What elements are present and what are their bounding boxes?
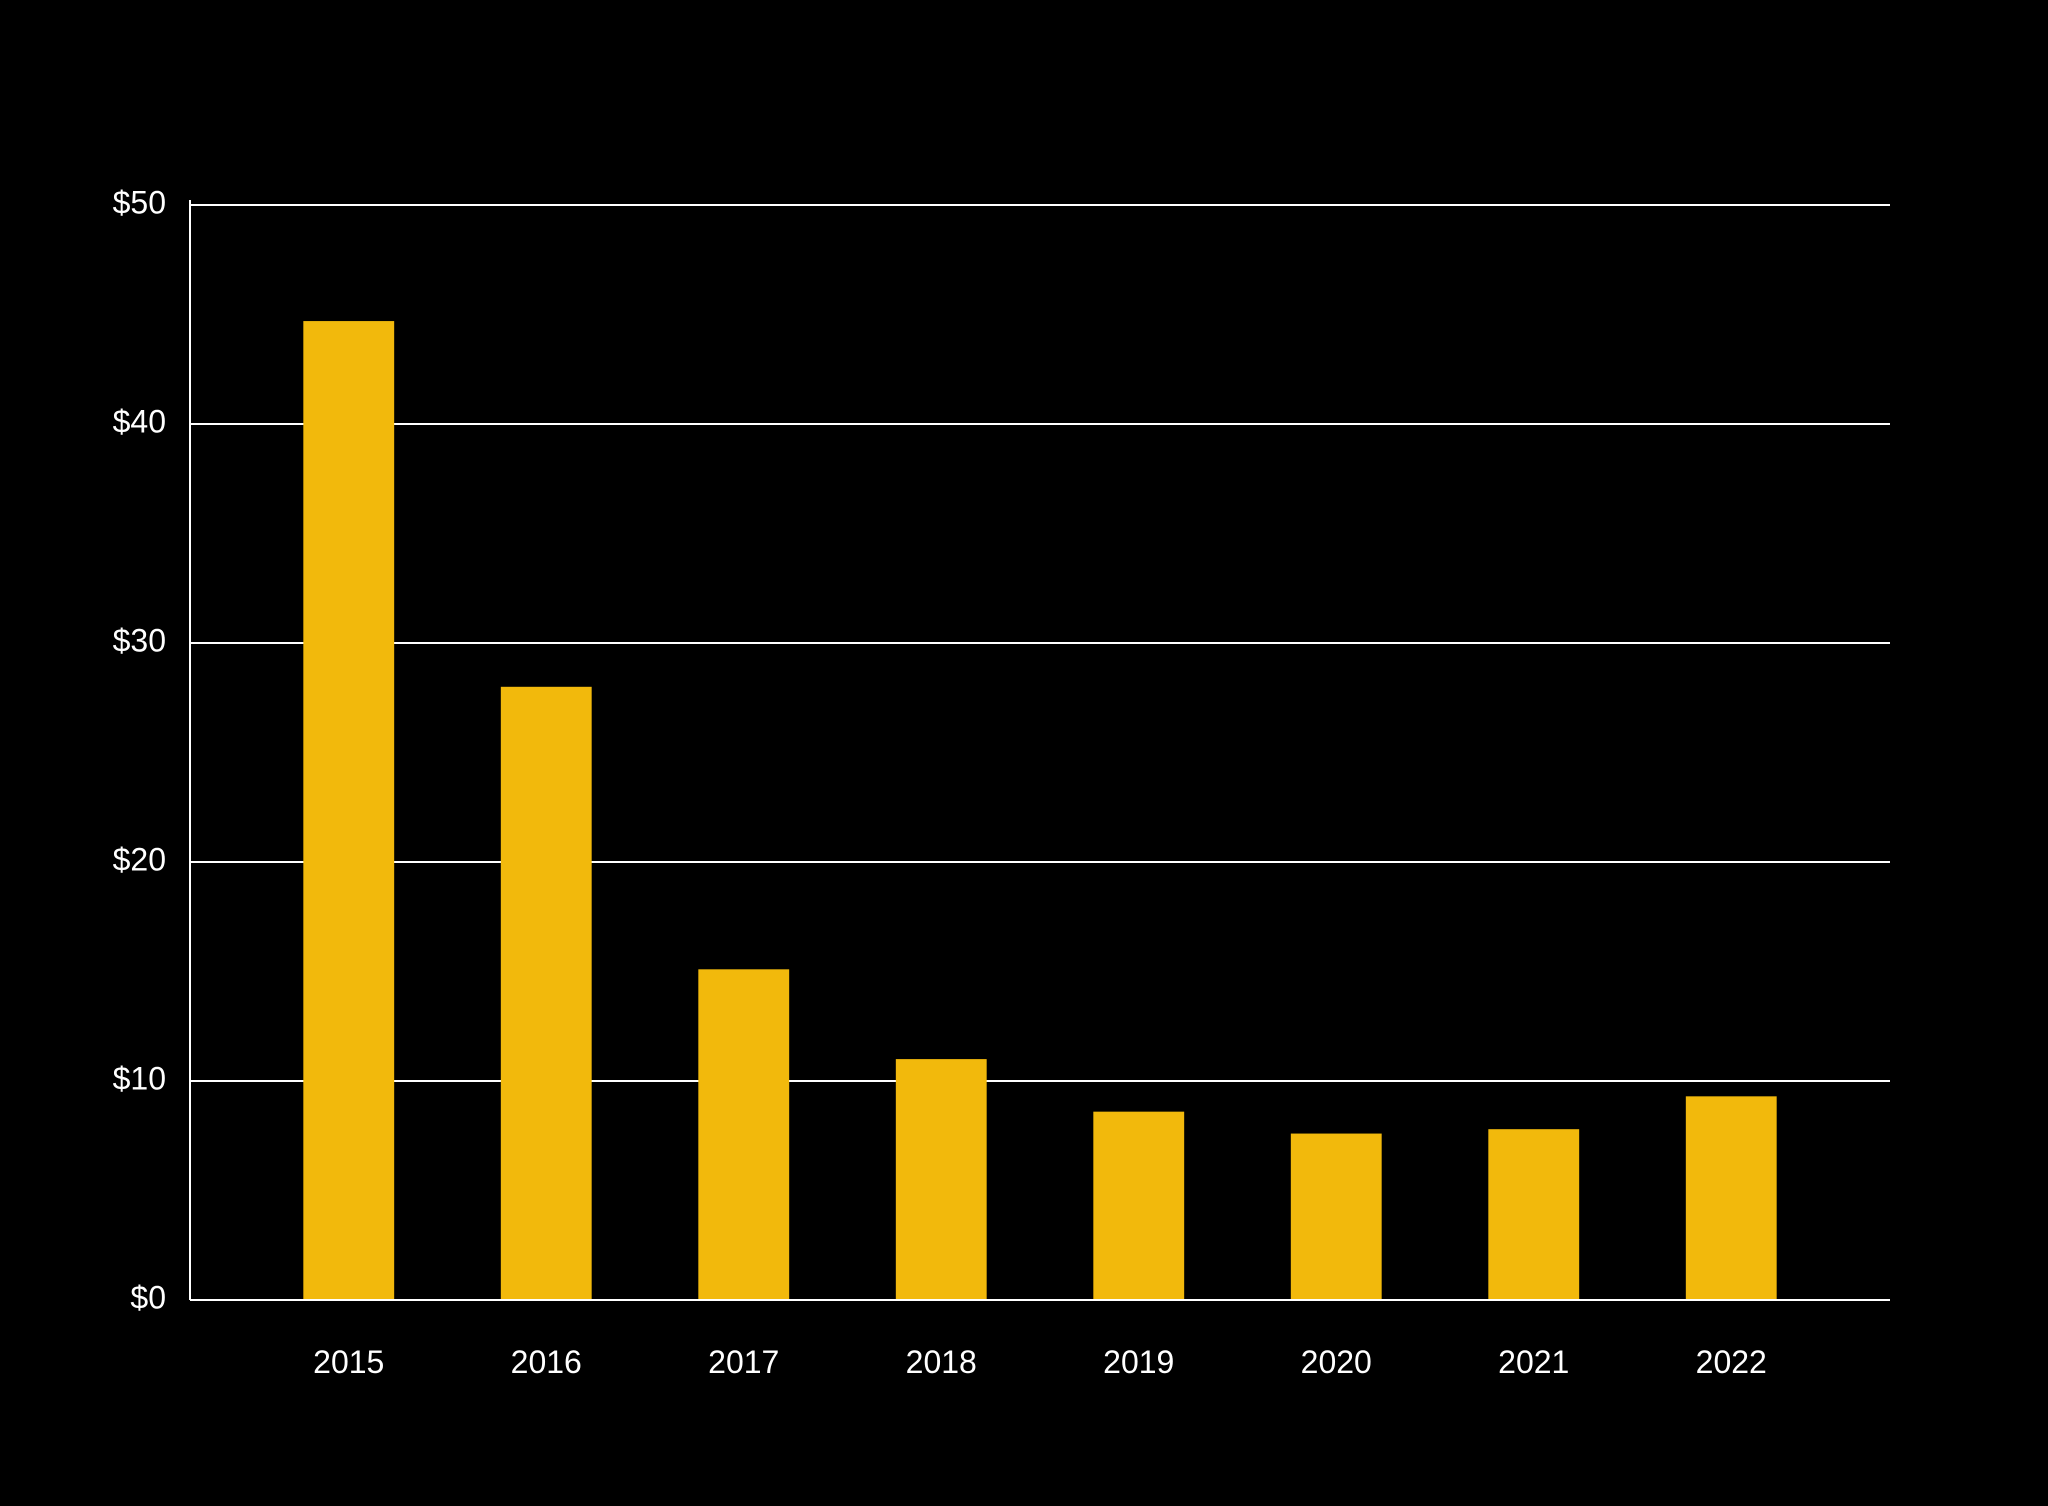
bar-value-label: $13.0K	[896, 1022, 986, 1053]
bar	[303, 321, 394, 1300]
x-tick-label: 2015	[313, 1344, 384, 1380]
y-tick-label: $40	[113, 403, 166, 439]
bar	[698, 969, 789, 1300]
x-tick-label: 2017	[708, 1344, 779, 1380]
y-tick-label: $30	[113, 622, 166, 658]
bar	[1488, 1129, 1579, 1300]
bar	[896, 1059, 987, 1300]
x-tick-label: 2019	[1103, 1344, 1174, 1380]
y-tick-label: $20	[113, 841, 166, 877]
y-tick-label: $10	[113, 1060, 166, 1096]
bar	[1093, 1112, 1184, 1300]
x-tick-label: 2022	[1696, 1344, 1767, 1380]
bar	[1291, 1134, 1382, 1300]
bar	[501, 687, 592, 1300]
x-tick-label: 2020	[1301, 1344, 1372, 1380]
bar-chart: $0 $10 $20 $30 $40 $50 2015 2016 2017 2018 $13.0K 2…	[0, 0, 2048, 1506]
x-tick-label: 2016	[511, 1344, 582, 1380]
bar	[1686, 1096, 1777, 1300]
y-tick-label: $0	[130, 1279, 166, 1315]
x-tick-label: 2018	[906, 1344, 977, 1380]
x-tick-label: 2021	[1498, 1344, 1569, 1380]
chart-container: $0 $10 $20 $30 $40 $50 2015 2016 2017 2018 $13.0K 2…	[0, 0, 2048, 1506]
y-tick-label: $50	[113, 184, 166, 220]
